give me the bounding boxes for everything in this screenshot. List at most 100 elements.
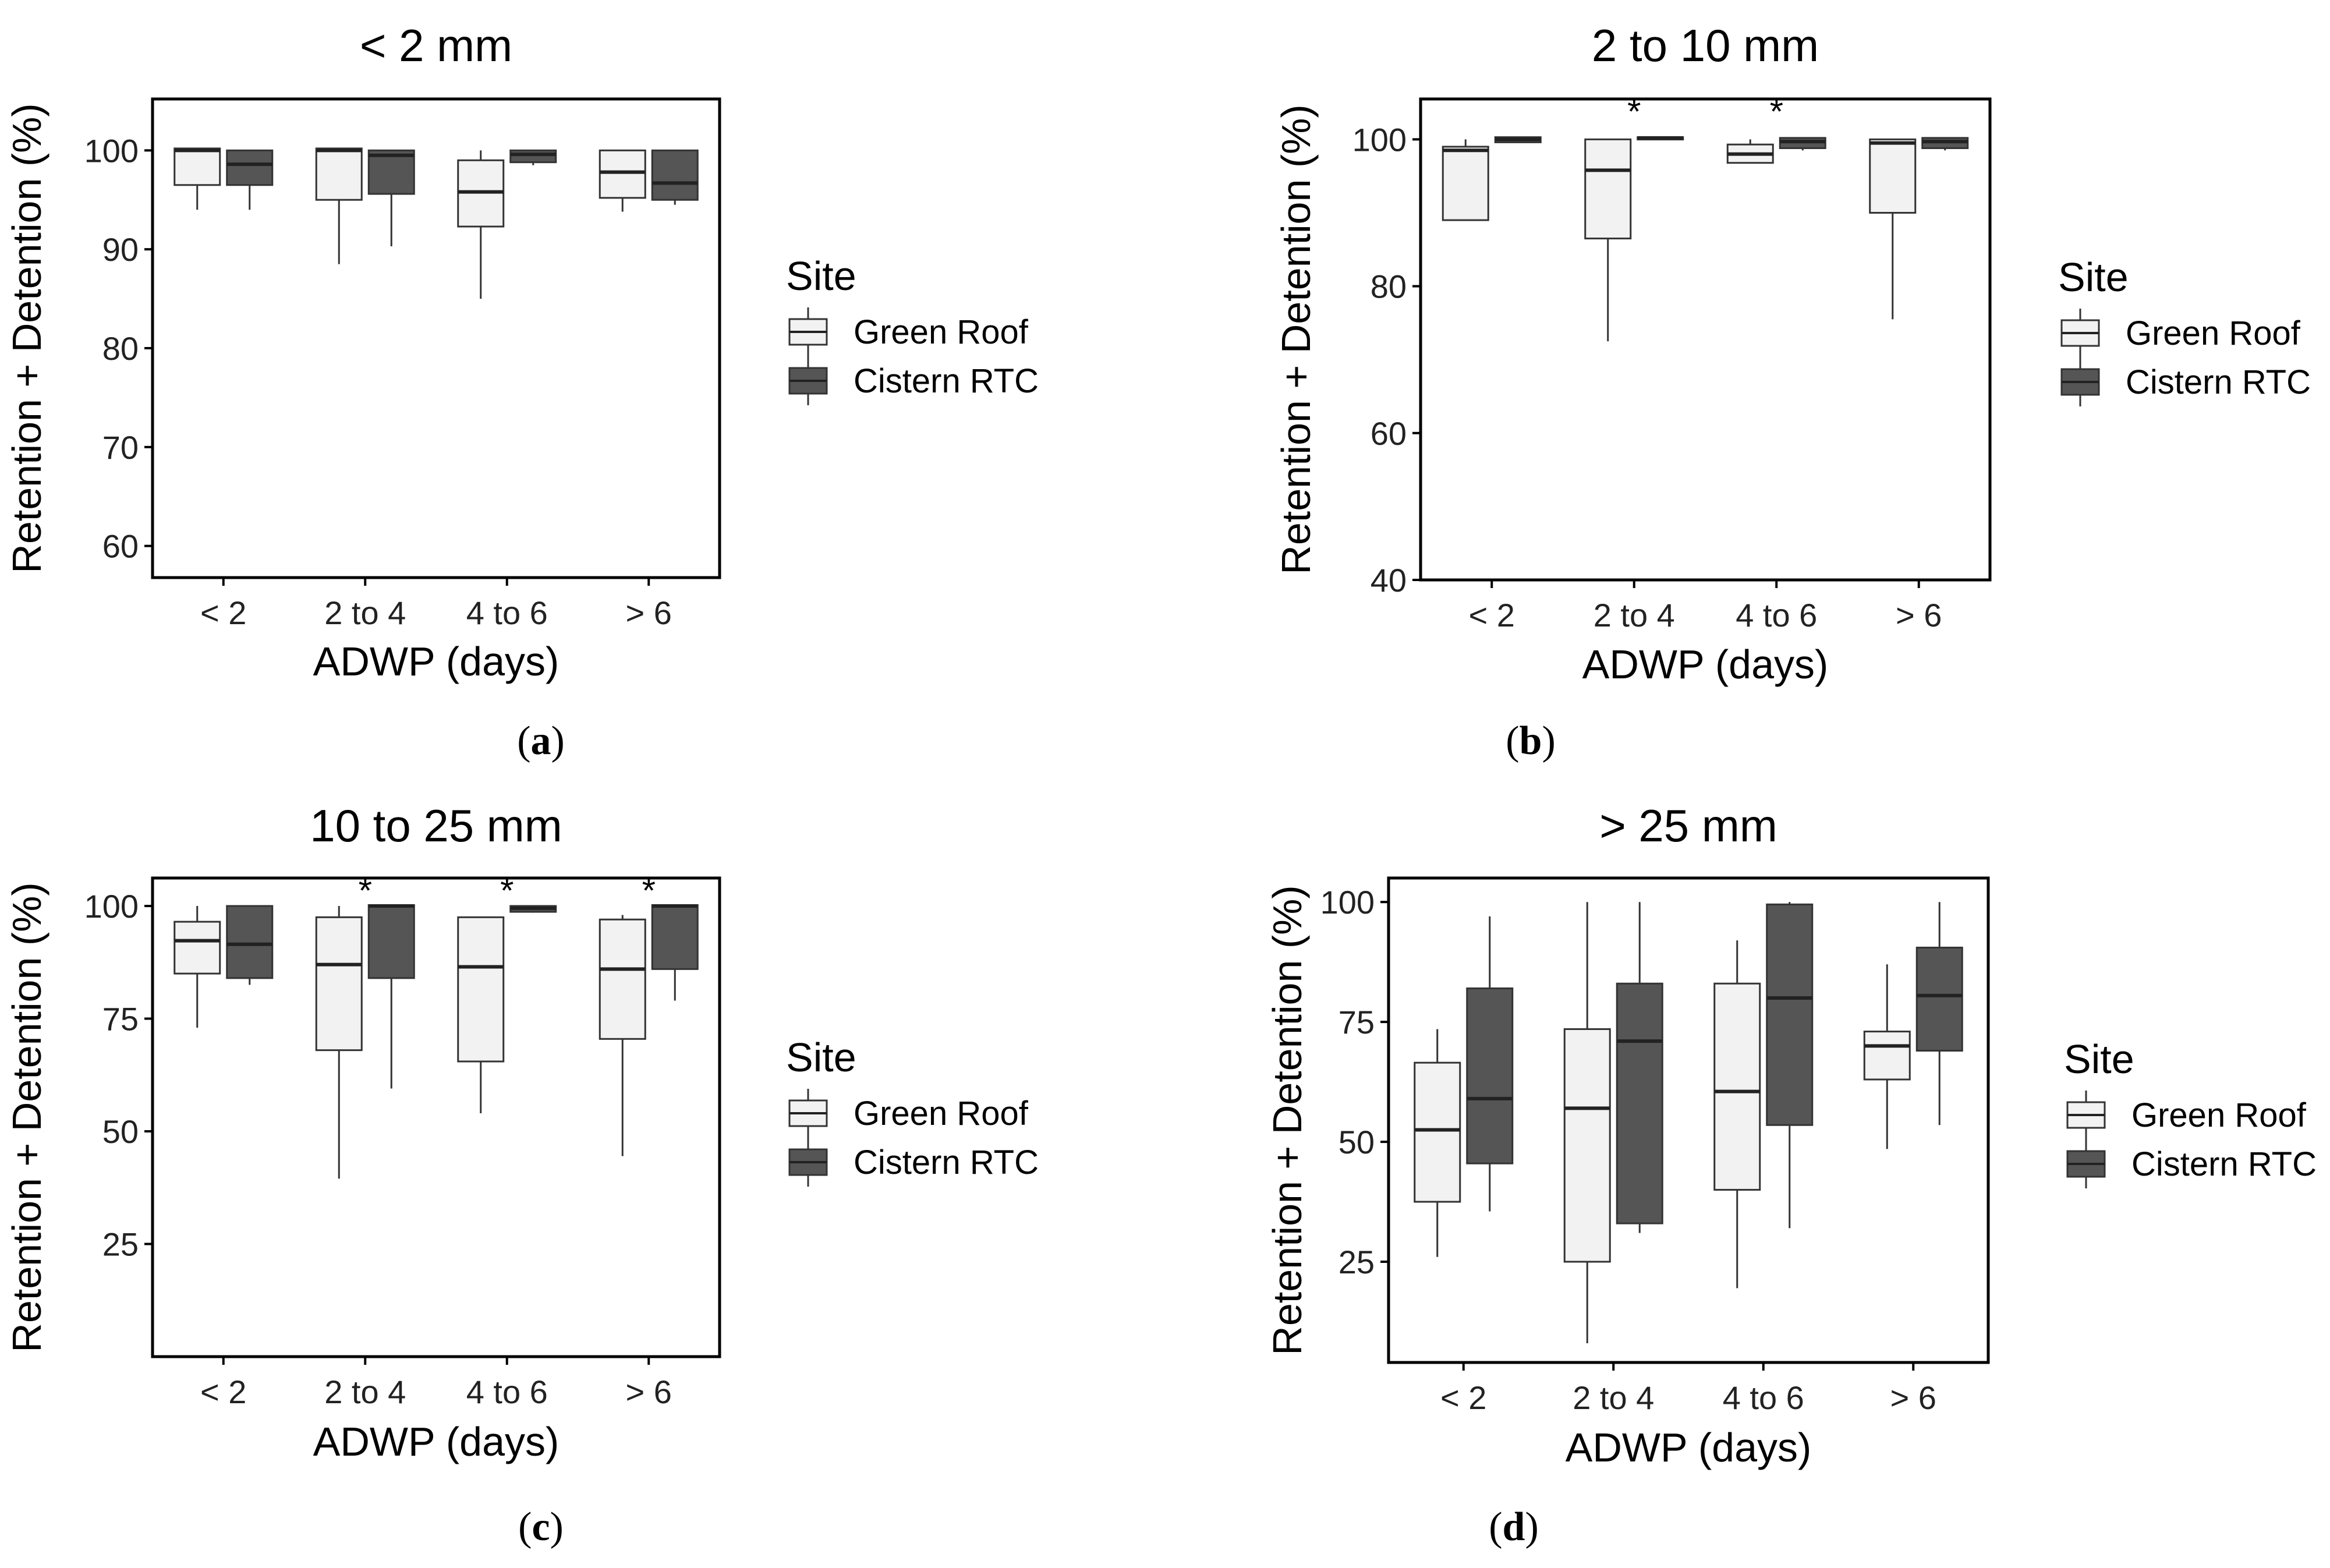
panel-title: 10 to 25 mm [310,800,562,851]
significance-star: * [1770,92,1783,131]
panel-caption: (c) [518,1505,564,1549]
x-tick-label: < 2 [200,594,246,631]
box-body [457,916,505,1063]
panel-caption-letter: d [1503,1505,1525,1549]
legend-label-green-roof: Green Roof [854,313,1029,351]
y-axis-label: Retention + Detention (%) [4,103,49,573]
x-tick-label: 2 to 4 [324,1374,406,1410]
significance-star: * [642,871,656,910]
box-body [651,149,699,201]
y-tick-label: 90 [102,231,139,268]
box-cistern-rtc-0 [226,905,274,985]
legend: Site Green Roof Cistern RTC [786,253,1039,405]
x-axis-label: ADWP (days) [313,1419,560,1464]
box-body [1466,987,1514,1165]
box-green-roof-0 [173,147,221,210]
y-axis-label: Retention + Detention (%) [1273,104,1319,574]
panel-a: < 2 mm 60 70 80 90 100 < 2 2 to 4 4 to 6 > 6 ADWP … [4,20,1039,763]
panel-caption: (b) [1506,718,1556,763]
legend: Site Green Roof Cistern RTC [2058,254,2311,406]
x-axis-label: ADWP (days) [313,639,560,684]
x-axis-label: ADWP (days) [1566,1425,1812,1470]
plot-frame [151,876,721,1358]
box-green-roof-2 [457,916,505,1114]
x-tick-label: 2 to 4 [324,594,406,631]
box-body [1713,982,1761,1191]
x-tick-label: < 2 [1469,597,1515,633]
panel-caption-letter: a [531,718,551,763]
plot-frame [1419,97,1992,582]
y-tick-label: 100 [1320,884,1375,921]
significance-star: * [500,871,514,910]
box-cistern-rtc-0 [1494,136,1542,143]
box-cistern-rtc-0 [1466,916,1514,1212]
y-tick-label: 100 [1352,121,1407,158]
box-green-roof-3 [599,915,646,1156]
box-cistern-rtc-2 [1779,137,1826,151]
box-cistern-rtc-1 [1616,902,1663,1233]
box-cistern-rtc-1 [367,904,415,1089]
box-body [1863,1031,1911,1081]
panel-caption: (a) [517,718,565,763]
panel-title: 2 to 10 mm [1592,20,1819,71]
significance-star: * [1627,92,1641,131]
box-body [1414,1061,1461,1203]
x-tick-label: 4 to 6 [466,594,548,631]
legend-label-cistern-rtc: Cistern RTC [2131,1145,2317,1183]
box-body [599,918,646,1040]
box-body [1915,946,1963,1052]
box-green-roof-2 [1713,940,1761,1289]
box-body [1442,146,1489,221]
panel-b: 2 to 10 mm * * 40 60 80 100 < 2 2 to 4 4 to 6 > 6 A… [1273,20,2311,763]
panel-caption: (d) [1489,1505,1539,1549]
box-cistern-rtc-0 [226,149,274,210]
y-tick-label: 50 [102,1113,139,1150]
box-green-roof-0 [1414,1029,1461,1257]
y-tick-label: 25 [102,1226,139,1262]
panel-title: > 25 mm [1599,800,1777,851]
panel-d: > 25 mm 25 50 75 100 < 2 2 to 4 4 to 6 > 6 ADWP (… [1265,800,2317,1549]
box-cistern-rtc-3 [651,904,699,1001]
legend-label-cistern-rtc: Cistern RTC [854,1144,1039,1181]
box-body [315,147,363,201]
box-body [1584,138,1632,240]
significance-star: * [359,871,372,910]
box-cistern-rtc-1 [1637,136,1684,141]
panel-title: < 2 mm [360,20,512,71]
box-body [599,149,646,199]
legend-label-cistern-rtc: Cistern RTC [2126,363,2311,401]
x-tick-label: > 6 [626,594,672,631]
x-tick-label: > 6 [1896,597,1942,633]
legend-label-green-roof: Green Roof [2126,314,2301,352]
box-green-roof-3 [599,149,646,212]
box-body [1616,982,1663,1224]
plot-frame [1387,876,1990,1364]
x-tick-label: 2 to 4 [1573,1379,1654,1416]
box-cistern-rtc-3 [651,149,699,205]
x-tick-label: 4 to 6 [1736,597,1817,633]
box-cistern-rtc-3 [1915,902,1963,1125]
box-body [173,147,221,186]
y-tick-label: 70 [102,429,139,466]
x-tick-label: < 2 [1440,1379,1486,1416]
x-tick-label: < 2 [200,1374,246,1410]
box-green-roof-2 [1726,139,1774,164]
y-tick-label: 75 [1338,1004,1375,1040]
x-tick-label: 2 to 4 [1594,597,1675,633]
box-green-roof-1 [1563,902,1611,1344]
x-tick-label: > 6 [626,1374,672,1410]
box-body [1869,138,1917,214]
box-green-roof-1 [315,905,363,1179]
legend-title: Site [786,1035,856,1080]
panel-c: 10 to 25 mm * * * 25 50 75 100 < 2 2 to 4 4 to 6 > … [4,800,1039,1549]
x-axis-label: ADWP (days) [1582,642,1829,687]
box-green-roof-0 [1442,139,1489,221]
box-body [651,904,699,970]
y-tick-label: 50 [1338,1124,1375,1160]
y-tick-label: 100 [84,132,139,169]
y-tick-label: 80 [102,330,139,367]
box-body [367,904,415,979]
y-tick-label: 75 [102,1000,139,1037]
box-green-roof-0 [173,905,221,1028]
